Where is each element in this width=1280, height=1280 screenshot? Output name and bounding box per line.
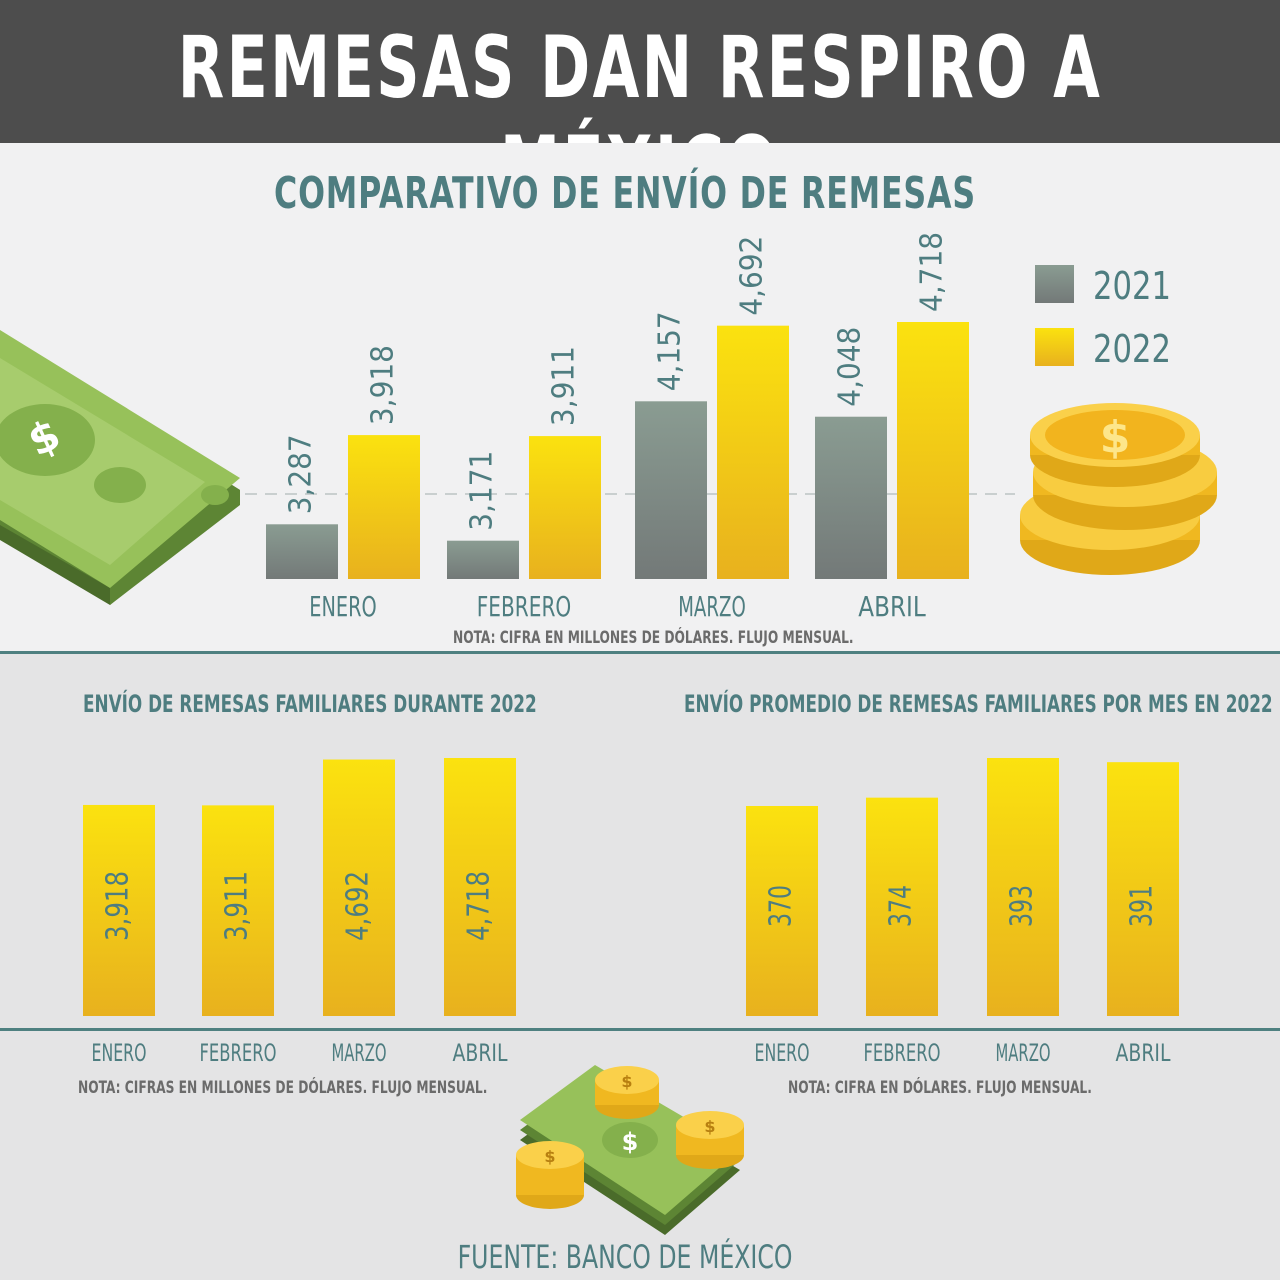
category-label-febrero: FEBRERO: [477, 590, 572, 623]
familiares-note: NOTA: CIFRAS EN MILLONES DE DÓLARES. FLU…: [78, 1078, 488, 1098]
dollar-bill-icon: $: [0, 330, 240, 605]
bar-febrero: [202, 805, 274, 1016]
svg-text:$: $: [704, 1117, 715, 1136]
svg-text:$: $: [621, 1072, 632, 1091]
legend-label-2021: 2021: [1093, 264, 1171, 308]
bar-2021-marzo: [635, 401, 707, 579]
bar-2022-enero: [348, 435, 420, 579]
promedio-chart: 370 ENERO 374 FEBRERO 393 MARZO 391 ABRIL: [746, 758, 1179, 1067]
value-label-abril: 391: [1125, 885, 1160, 927]
bar-febrero: [866, 797, 938, 1016]
category-label-abril: ABRIL: [858, 590, 926, 623]
value-label-2022-febrero: 3,911: [547, 346, 582, 426]
category-label-enero: ENERO: [309, 590, 377, 623]
bar-abril: [1107, 762, 1179, 1016]
bar-abril: [444, 758, 516, 1016]
svg-text:$: $: [622, 1128, 639, 1156]
category-label-febrero: FEBRERO: [864, 1039, 941, 1067]
money-pile-icon: $ $ $ $: [516, 1065, 744, 1235]
bar-2021-enero: [266, 524, 338, 579]
familiares-chart: 3,918 ENERO 3,911 FEBRERO 4,692 MARZO 4,718 ABR…: [83, 758, 516, 1067]
category-label-marzo: MARZO: [332, 1039, 387, 1067]
coin-stack-icon: $: [1020, 403, 1217, 575]
value-label-2022-abril: 4,718: [915, 232, 950, 312]
category-label-enero: ENERO: [92, 1039, 147, 1067]
familiares-title: ENVÍO DE REMESAS FAMILIARES DURANTE 2022: [83, 690, 537, 718]
value-label-febrero: 374: [884, 885, 919, 927]
bar-2022-febrero: [529, 436, 601, 579]
value-label-febrero: 3,911: [220, 871, 255, 941]
bar-2022-abril: [897, 322, 969, 579]
value-label-enero: 3,918: [101, 871, 136, 941]
legend-swatch-2022: [1035, 328, 1074, 366]
comparison-chart: 3,287 3,918 3,171 3,911 4,157 4,692 4,048 4,718…: [245, 232, 1171, 623]
value-label-enero: 370: [764, 885, 799, 927]
value-label-marzo: 393: [1005, 885, 1040, 927]
category-label-enero: ENERO: [755, 1039, 810, 1067]
legend-swatch-2021: [1035, 265, 1074, 303]
value-label-abril: 4,718: [462, 871, 497, 941]
header-banner: REMESAS DAN RESPIRO A MÉXICO: [0, 0, 1280, 218]
category-label-marzo: MARZO: [678, 590, 746, 623]
value-label-2021-enero: 3,287: [284, 434, 319, 514]
legend-label-2022: 2022: [1093, 327, 1171, 371]
svg-text:$: $: [544, 1147, 555, 1166]
value-label-marzo: 4,692: [341, 871, 376, 941]
promedio-note: NOTA: CIFRA EN DÓLARES. FLUJO MENSUAL.: [788, 1078, 1092, 1098]
bar-2021-abril: [815, 416, 887, 579]
value-label-2022-enero: 3,918: [366, 345, 401, 425]
category-label-abril: ABRIL: [453, 1039, 508, 1067]
svg-text:$: $: [1100, 412, 1131, 463]
bar-enero: [746, 806, 818, 1016]
bar-enero: [83, 804, 155, 1016]
category-label-abril: ABRIL: [1116, 1039, 1171, 1067]
category-label-marzo: MARZO: [996, 1039, 1051, 1067]
comparison-chart-title: COMPARATIVO DE ENVÍO DE REMESAS: [274, 168, 976, 219]
section-divider: [0, 651, 1280, 654]
category-label-febrero: FEBRERO: [200, 1039, 277, 1067]
comparison-note: NOTA: CIFRA EN MILLONES DE DÓLARES. FLUJ…: [453, 628, 854, 648]
bar-2022-marzo: [717, 325, 789, 579]
bar-2021-febrero: [447, 540, 519, 579]
bar-marzo: [987, 758, 1059, 1016]
value-label-2021-marzo: 4,157: [653, 311, 688, 391]
promedio-title: ENVÍO PROMEDIO DE REMESAS FAMILIARES POR…: [684, 690, 1273, 718]
bar-marzo: [323, 759, 395, 1016]
value-label-2021-febrero: 3,171: [465, 451, 500, 531]
axis-divider: [0, 1028, 1280, 1031]
source-label: FUENTE: BANCO DE MÉXICO: [457, 1238, 793, 1276]
value-label-2022-marzo: 4,692: [735, 236, 770, 316]
value-label-2021-abril: 4,048: [833, 327, 868, 407]
